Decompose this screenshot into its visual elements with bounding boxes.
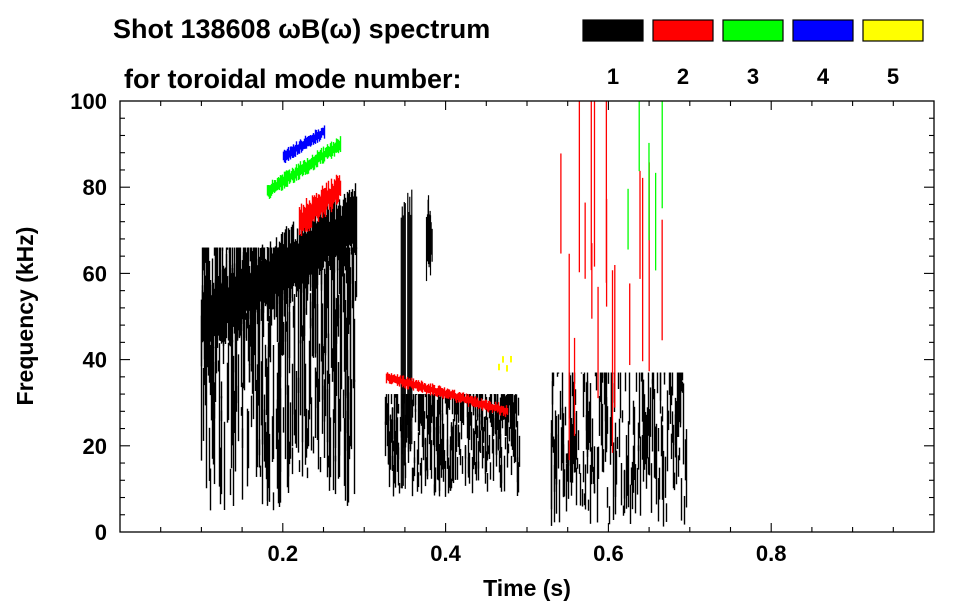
- chart-title-line2: for toroidal mode number:: [124, 64, 462, 94]
- y-axis-title: Frequency (kHz): [12, 227, 38, 406]
- legend: 1 2 3 4 5: [582, 19, 924, 89]
- axis-ticks: [120, 101, 934, 532]
- spectrum-data: [200, 101, 688, 527]
- x-axis-title: Time (s): [483, 575, 571, 601]
- legend-swatch-n1: [582, 19, 644, 42]
- y-tick-label: 80: [83, 175, 107, 200]
- axis-tick-labels: 0.2 0.4 0.6 0.8 0 20 40 60 80 100: [70, 89, 786, 566]
- legend-label-n4: 4: [817, 64, 830, 89]
- legend-swatch-n5: [862, 19, 924, 42]
- chart-title-line1: Shot 138608 ωB(ω) spectrum: [113, 14, 490, 44]
- mode-n2-chirp: [385, 372, 509, 418]
- y-tick-label: 20: [83, 434, 107, 459]
- x-tick-label: 0.2: [268, 541, 299, 566]
- legend-label-n5: 5: [887, 64, 899, 89]
- y-tick-label: 60: [83, 261, 107, 286]
- legend-swatch-n4: [792, 19, 854, 42]
- legend-label-n2: 2: [677, 64, 689, 89]
- mode-n5-spots: [498, 355, 512, 372]
- mode-n3-streaks: [627, 101, 663, 271]
- legend-label-n1: 1: [607, 64, 619, 89]
- legend-swatch-n3: [722, 19, 784, 42]
- x-tick-label: 0.6: [593, 541, 624, 566]
- mode-n1-spike: [400, 202, 406, 489]
- mode-n1-spike: [407, 189, 413, 445]
- mode-n2-chirp: [298, 174, 342, 236]
- y-tick-label: 0: [95, 520, 107, 545]
- legend-swatch-n2: [652, 19, 714, 42]
- x-tick-label: 0.4: [430, 541, 461, 566]
- mode-n3-chirp: [266, 136, 342, 199]
- mode-n1-bursts: [550, 372, 688, 527]
- mode-n1-spike: [427, 199, 433, 268]
- mode-n4-chirp: [282, 125, 326, 164]
- mode-n2-streaks: [560, 101, 663, 461]
- y-tick-label: 40: [83, 348, 107, 373]
- x-tick-label: 0.8: [756, 541, 787, 566]
- mode-n1-chirp: [200, 183, 358, 367]
- y-tick-label: 100: [70, 89, 107, 114]
- legend-label-n3: 3: [747, 64, 759, 89]
